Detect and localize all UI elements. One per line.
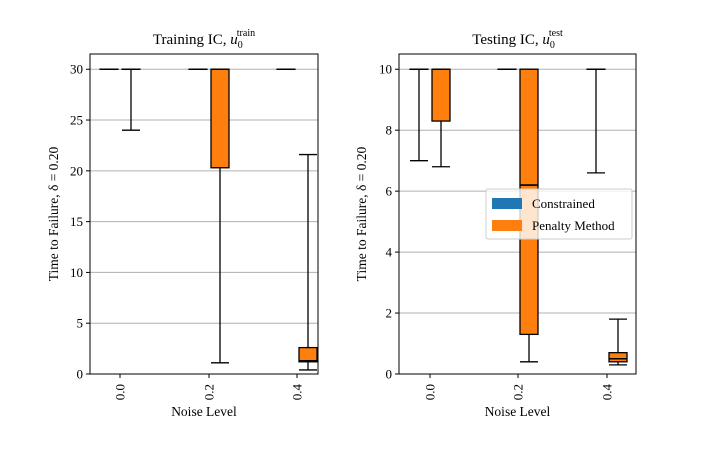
y-tick-label: 2	[386, 306, 393, 321]
box-penalty-method	[298, 346, 318, 363]
chart-title: Testing IC, u0test	[472, 28, 563, 51]
y-tick-label: 0	[386, 367, 393, 382]
y-tick-label: 5	[77, 316, 84, 331]
x-tick-label: 0.2	[202, 384, 217, 400]
x-axis-label: Noise Level	[171, 404, 237, 419]
title-main: Testing IC,	[472, 32, 542, 48]
x-tick-label: 0.0	[423, 384, 438, 400]
legend-frame	[485, 188, 633, 240]
legend-swatch-constrained	[492, 198, 522, 209]
title-main: Training IC,	[153, 32, 230, 48]
legend-label: Penalty Method	[532, 218, 615, 233]
title-sub: 0	[238, 40, 243, 51]
chart-title: Training IC, u0train	[153, 28, 255, 51]
y-tick-label: 25	[70, 113, 83, 128]
title-sup: test	[549, 28, 563, 39]
training-ic-panel: 0 5 10 15 20 25 30 0.0 0.2 0.4 Noise Level Time to …	[46, 28, 319, 419]
title-var: u	[542, 32, 550, 48]
y-tick-label: 10	[379, 62, 392, 77]
title-sub: 0	[550, 40, 555, 51]
y-tick-label: 8	[386, 123, 393, 138]
x-tick-label: 0.4	[600, 384, 615, 401]
legend-label: Constrained	[532, 196, 595, 211]
title-var: u	[230, 32, 238, 48]
y-tick-label: 10	[70, 265, 83, 280]
y-tick-label: 4	[386, 245, 393, 260]
y-tick-label: 30	[70, 62, 83, 77]
box-penalty-method	[431, 68, 451, 122]
title-sup: train	[237, 28, 255, 39]
axes-frame	[89, 53, 319, 375]
y-tick-label: 15	[70, 214, 83, 229]
y-axis-label: Time to Failure, δ = 0.20	[354, 146, 369, 281]
legend: Constrained Penalty Method	[485, 188, 633, 240]
testing-ic-panel: 0 2 4 6 8 10 0.0 0.2 0.4 Noise Level Time to Failu…	[354, 28, 637, 419]
legend-swatch-penalty-method	[492, 220, 522, 231]
y-axis-label: Time to Failure, δ = 0.20	[46, 146, 61, 281]
box-penalty-method	[210, 68, 230, 169]
x-tick-label: 0.2	[511, 384, 526, 400]
box-penalty-method	[608, 352, 628, 363]
y-tick-label: 0	[77, 367, 84, 382]
y-tick-label: 6	[386, 184, 393, 199]
x-axis-label: Noise Level	[485, 404, 551, 419]
y-tick-label: 20	[70, 163, 83, 178]
x-tick-label: 0.4	[290, 384, 305, 401]
x-tick-label: 0.0	[113, 384, 128, 400]
